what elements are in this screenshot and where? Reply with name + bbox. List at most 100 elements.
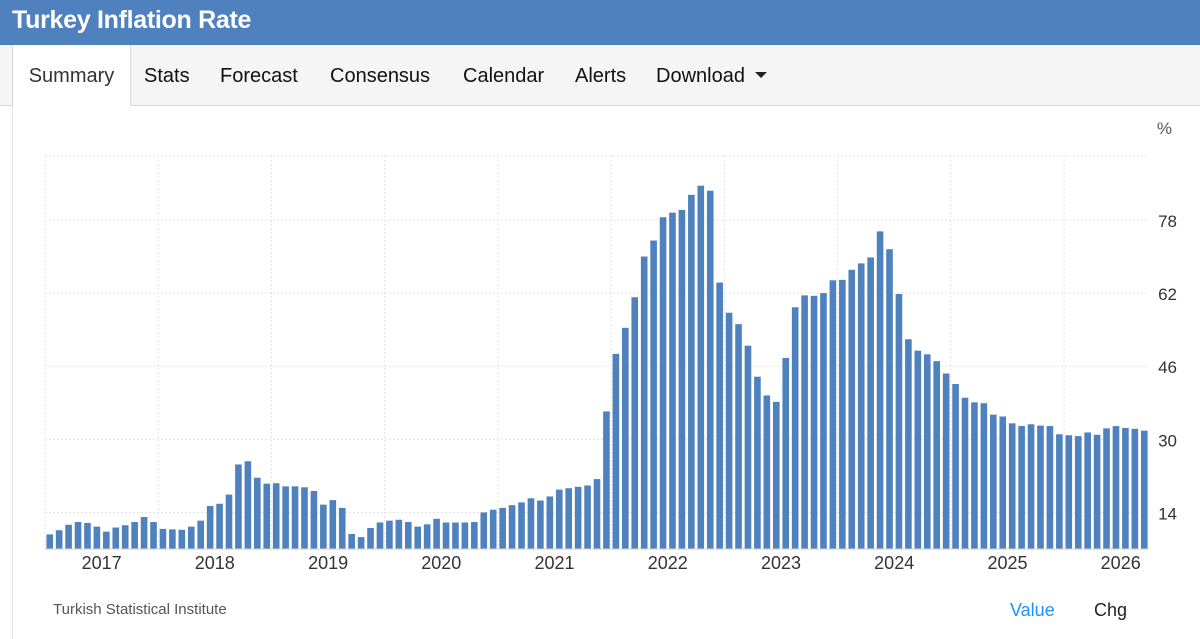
bar[interactable] <box>65 524 72 549</box>
bar[interactable] <box>1046 426 1054 549</box>
bar[interactable] <box>235 464 242 549</box>
bar[interactable] <box>178 529 186 549</box>
bar[interactable] <box>876 231 884 549</box>
tab-consensus[interactable]: Consensus <box>330 65 431 87</box>
bar[interactable] <box>169 529 176 549</box>
bar[interactable] <box>404 522 412 549</box>
bar[interactable] <box>659 217 667 550</box>
bar[interactable] <box>452 522 459 550</box>
bar[interactable] <box>791 307 799 549</box>
bar[interactable] <box>725 312 733 549</box>
bar[interactable] <box>244 461 252 549</box>
bar[interactable] <box>254 477 261 549</box>
bar[interactable] <box>990 414 997 549</box>
bar[interactable] <box>103 531 110 549</box>
bar[interactable] <box>622 327 629 549</box>
bar[interactable] <box>140 517 148 549</box>
bar[interactable] <box>216 503 223 549</box>
bar[interactable] <box>1140 430 1148 549</box>
bar[interactable] <box>952 384 959 549</box>
bar[interactable] <box>782 357 790 549</box>
bar[interactable] <box>735 324 742 549</box>
bar[interactable] <box>772 401 780 549</box>
bar[interactable] <box>839 279 846 549</box>
tab-alerts[interactable]: Alerts <box>575 65 627 87</box>
bar[interactable] <box>1093 434 1101 549</box>
bar[interactable] <box>93 526 101 549</box>
bar[interactable] <box>1056 434 1063 549</box>
bar[interactable] <box>1008 423 1016 549</box>
bar[interactable] <box>1122 427 1129 549</box>
chg-toggle[interactable]: Chg <box>1094 600 1128 620</box>
bar[interactable] <box>829 280 837 549</box>
bar[interactable] <box>74 522 82 549</box>
bar[interactable] <box>650 240 657 550</box>
bar[interactable] <box>933 361 940 549</box>
bar[interactable] <box>461 522 469 550</box>
bar[interactable] <box>980 403 988 549</box>
bar[interactable] <box>518 502 525 549</box>
bar[interactable] <box>923 354 931 549</box>
bar[interactable] <box>338 507 346 549</box>
bar[interactable] <box>386 520 393 549</box>
bar[interactable] <box>744 345 752 549</box>
bar[interactable] <box>1037 425 1044 549</box>
bar[interactable] <box>159 528 167 549</box>
tab-calendar[interactable]: Calendar <box>463 65 545 87</box>
bar[interactable] <box>282 486 289 549</box>
bar[interactable] <box>348 533 355 549</box>
bar[interactable] <box>754 376 761 549</box>
bar[interactable] <box>433 518 440 549</box>
bar[interactable] <box>697 185 705 549</box>
bar[interactable] <box>810 295 818 549</box>
bar[interactable] <box>357 537 365 549</box>
bar[interactable] <box>112 527 120 549</box>
bar[interactable] <box>442 522 450 550</box>
tab-stats[interactable]: Stats <box>144 65 190 87</box>
bar[interactable] <box>423 524 431 549</box>
bar[interactable] <box>1074 436 1082 549</box>
bar[interactable] <box>857 263 865 549</box>
bar[interactable] <box>131 522 138 549</box>
bar[interactable] <box>367 527 374 549</box>
bar[interactable] <box>187 526 195 549</box>
value-toggle[interactable]: Value <box>1010 600 1055 620</box>
bar[interactable] <box>508 505 516 549</box>
bar[interactable] <box>471 522 478 549</box>
bar[interactable] <box>480 512 488 549</box>
bar[interactable] <box>537 500 544 549</box>
bar[interactable] <box>801 295 808 549</box>
bar[interactable] <box>848 269 856 549</box>
bar[interactable] <box>631 297 639 549</box>
bar[interactable] <box>886 249 893 549</box>
bar[interactable] <box>999 416 1007 549</box>
bar[interactable] <box>905 339 912 549</box>
bar[interactable] <box>565 488 572 549</box>
bar[interactable] <box>301 487 308 549</box>
bar[interactable] <box>320 504 327 549</box>
bar[interactable] <box>395 519 403 549</box>
bar[interactable] <box>820 293 827 549</box>
bar[interactable] <box>263 483 271 549</box>
bar[interactable] <box>46 534 54 549</box>
bar[interactable] <box>84 522 91 549</box>
bar[interactable] <box>1131 428 1139 549</box>
bar[interactable] <box>706 190 714 550</box>
bar[interactable] <box>593 479 601 549</box>
bar[interactable] <box>640 256 648 549</box>
bar[interactable] <box>584 485 591 549</box>
bar[interactable] <box>121 525 129 549</box>
bar[interactable] <box>1112 426 1120 549</box>
bar[interactable] <box>291 486 299 549</box>
bar[interactable] <box>574 486 582 549</box>
bar[interactable] <box>716 282 723 549</box>
bar[interactable] <box>678 209 686 550</box>
bar[interactable] <box>499 507 506 549</box>
bar[interactable] <box>310 490 318 549</box>
bar[interactable] <box>376 522 384 550</box>
bar[interactable] <box>329 500 337 549</box>
bar[interactable] <box>555 489 563 549</box>
bar[interactable] <box>688 194 695 549</box>
bar[interactable] <box>867 257 874 549</box>
bar[interactable] <box>942 373 950 549</box>
